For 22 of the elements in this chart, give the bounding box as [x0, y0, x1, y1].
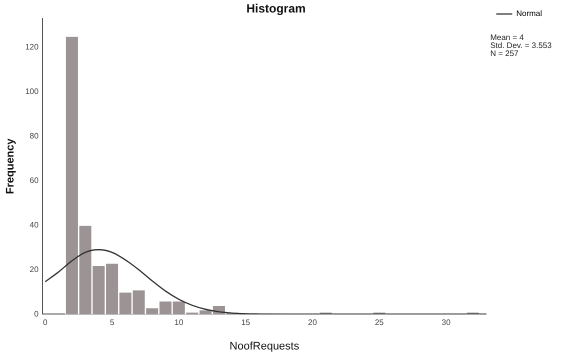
y-axis-title: Frequency — [4, 138, 17, 194]
x-tick-label: 10 — [174, 318, 184, 328]
text: Mean = 4 — [490, 33, 524, 42]
text: N = 257 — [490, 49, 520, 58]
chart-title: Histogram — [246, 2, 306, 16]
y-tick-label: 60 — [30, 176, 40, 185]
x-tick-label: 5 — [110, 318, 115, 328]
y-tick-label: 80 — [30, 131, 40, 140]
x-tick-label: 15 — [241, 318, 251, 328]
x-axis-title: NoofRequests — [230, 340, 300, 352]
y-tick-label: 120 — [25, 42, 40, 52]
legend-label: Normal — [516, 9, 542, 18]
y-tick-label: 40 — [30, 220, 40, 230]
y-tick-label: 20 — [30, 264, 40, 274]
y-tick-label: 100 — [25, 86, 40, 96]
text: Std. Dev. = 3.553 — [490, 41, 552, 50]
y-tick-label: 0 — [34, 309, 40, 318]
x-tick-label: 30 — [442, 318, 452, 328]
x-tick-label: 20 — [308, 318, 318, 328]
x-tick-label: 25 — [374, 318, 384, 328]
line-series — [44, 249, 486, 314]
x-tick-label: 0 — [42, 318, 48, 328]
